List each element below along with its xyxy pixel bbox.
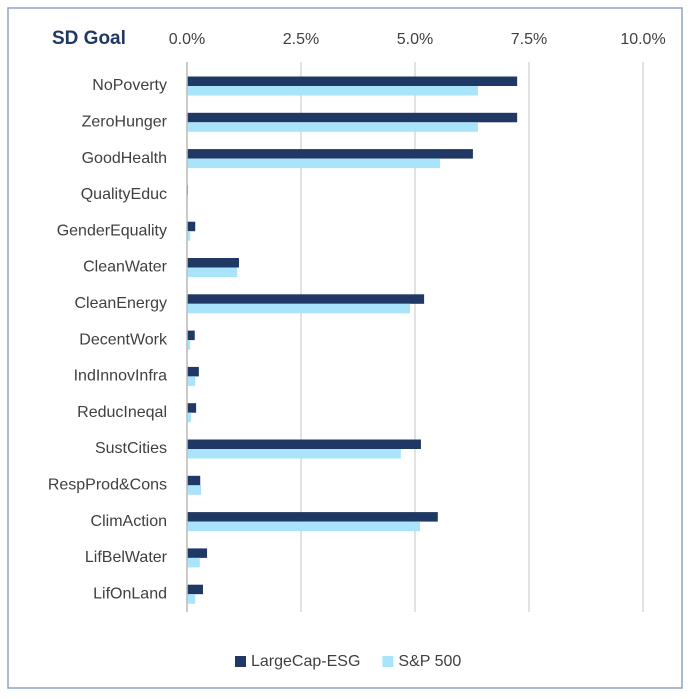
chart-title: SD Goal <box>52 28 126 49</box>
bar <box>187 521 421 532</box>
bar <box>187 376 196 386</box>
legend-label: LargeCap-ESG <box>251 653 360 670</box>
x-tick-label: 10.0% <box>620 31 665 48</box>
y-tick-label: ClimAction <box>91 513 167 530</box>
legend-label: S&P 500 <box>398 653 461 670</box>
y-tick-label: IndInnovInfra <box>74 368 168 385</box>
x-tick-label: 2.5% <box>283 31 319 48</box>
bar <box>187 512 438 522</box>
legend-swatch <box>382 656 394 667</box>
y-tick-label: LifBelWater <box>85 549 168 566</box>
bar <box>187 76 518 86</box>
y-tick-label: CleanEnergy <box>75 295 168 312</box>
y-tick-label: ZeroHunger <box>82 114 168 131</box>
bar <box>187 485 202 495</box>
bar <box>187 122 478 132</box>
bar <box>187 221 196 232</box>
bar <box>187 366 199 377</box>
y-tick-label: CleanWater <box>83 259 168 276</box>
y-tick-label: ReducIneqal <box>77 404 167 421</box>
bar <box>187 231 191 241</box>
bar <box>187 303 410 314</box>
bar <box>187 412 192 423</box>
bar <box>187 294 425 304</box>
y-tick-label: GenderEquality <box>57 222 167 239</box>
bar <box>187 548 208 558</box>
bar <box>187 86 478 96</box>
x-tick-label: 5.0% <box>397 31 433 48</box>
y-tick-label: QualityEduc <box>81 186 167 203</box>
x-tick-label: 0.0% <box>169 31 205 48</box>
bar <box>187 330 195 341</box>
x-tick-label: 7.5% <box>511 31 547 48</box>
bar <box>187 267 238 277</box>
y-tick-label: NoPoverty <box>92 77 167 94</box>
y-tick-label: LifOnLand <box>93 585 167 602</box>
bar <box>187 449 401 459</box>
y-tick-label: RespProd&Cons <box>48 477 167 494</box>
bar <box>187 112 518 123</box>
bar <box>187 584 203 595</box>
bar <box>187 149 473 159</box>
bar <box>187 158 441 169</box>
y-tick-label: DecentWork <box>79 331 168 348</box>
bar <box>187 475 201 486</box>
bar <box>187 403 197 413</box>
bar <box>187 340 191 350</box>
bar <box>187 258 239 268</box>
y-tick-label: GoodHealth <box>82 150 167 167</box>
legend-swatch <box>235 656 246 667</box>
bar <box>187 594 196 604</box>
bar <box>187 557 200 568</box>
y-tick-label: SustCities <box>95 440 167 457</box>
bar <box>187 439 421 449</box>
